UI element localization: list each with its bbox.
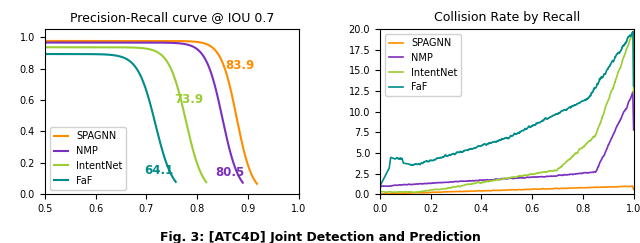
SPAGNN (630, 188, 637, 191)
SPAGNN (253, 182, 261, 185)
NMP (630, 129, 637, 131)
SPAGNN (479, 190, 486, 192)
FaF (140, 81, 147, 84)
IntentNet (579, 146, 586, 149)
FaF (100, 53, 108, 56)
FaF (376, 189, 383, 191)
IntentNet (83, 46, 90, 49)
Line: IntentNet: IntentNet (45, 47, 206, 182)
Line: FaF: FaF (45, 54, 176, 182)
IntentNet (550, 169, 558, 172)
FaF (574, 102, 582, 105)
NMP (157, 41, 165, 44)
IntentNet (148, 49, 156, 52)
IntentNet (574, 151, 582, 154)
Text: 73.9: 73.9 (174, 93, 204, 106)
NMP (629, 90, 637, 93)
Title: Collision Rate by Recall: Collision Rate by Recall (433, 11, 580, 24)
SPAGNN (550, 187, 558, 190)
IntentNet (479, 181, 486, 184)
SPAGNN (402, 192, 410, 195)
FaF (579, 100, 586, 103)
NMP (574, 172, 582, 175)
IntentNet (136, 46, 144, 49)
SPAGNN (579, 186, 586, 189)
IntentNet (629, 31, 637, 34)
IntentNet (41, 46, 49, 49)
IntentNet (70, 46, 77, 49)
SPAGNN (201, 42, 209, 45)
Line: SPAGNN: SPAGNN (45, 41, 257, 184)
Text: Fig. 3: [ATC4D] Joint Detection and Prediction: Fig. 3: [ATC4D] Joint Detection and Pred… (159, 231, 481, 243)
Text: 83.9: 83.9 (225, 59, 255, 71)
SPAGNN (182, 40, 190, 43)
FaF (118, 56, 126, 59)
SPAGNN (574, 186, 582, 189)
SPAGNN (628, 185, 636, 188)
NMP (579, 172, 586, 175)
IntentNet (402, 190, 410, 193)
NMP (550, 175, 558, 178)
Line: NMP: NMP (45, 43, 243, 183)
FaF (550, 114, 558, 117)
NMP (92, 41, 100, 44)
NMP (488, 179, 495, 182)
IntentNet (488, 180, 495, 182)
SPAGNN (488, 189, 495, 192)
Text: 64.1: 64.1 (144, 164, 173, 177)
SPAGNN (166, 40, 173, 43)
NMP (190, 45, 198, 48)
SPAGNN (41, 40, 49, 43)
IntentNet (163, 59, 170, 62)
NMP (239, 181, 246, 184)
Line: NMP: NMP (380, 92, 634, 190)
Title: Precision-Recall curve @ IOU 0.7: Precision-Recall curve @ IOU 0.7 (70, 11, 274, 24)
FaF (479, 144, 486, 147)
Line: SPAGNN: SPAGNN (380, 186, 634, 194)
SPAGNN (137, 40, 145, 43)
Line: FaF: FaF (380, 32, 634, 190)
FaF (630, 84, 637, 87)
SPAGNN (376, 193, 383, 196)
NMP (76, 41, 84, 44)
NMP (376, 189, 383, 192)
NMP (131, 41, 138, 44)
FaF (488, 142, 495, 145)
Line: IntentNet: IntentNet (380, 32, 634, 193)
Legend: SPAGNN, NMP, IntentNet, FaF: SPAGNN, NMP, IntentNet, FaF (385, 34, 461, 96)
FaF (402, 162, 410, 165)
SPAGNN (79, 40, 86, 43)
FaF (75, 52, 83, 55)
IntentNet (202, 181, 210, 184)
FaF (41, 52, 49, 55)
Legend: SPAGNN, NMP, IntentNet, FaF: SPAGNN, NMP, IntentNet, FaF (50, 127, 126, 190)
FaF (64, 52, 72, 55)
IntentNet (114, 46, 122, 49)
IntentNet (630, 91, 637, 94)
NMP (173, 42, 181, 44)
FaF (129, 62, 136, 65)
NMP (479, 179, 486, 182)
IntentNet (376, 191, 383, 194)
NMP (402, 183, 410, 186)
FaF (172, 180, 180, 183)
FaF (629, 30, 637, 33)
Text: 80.5: 80.5 (215, 165, 244, 179)
NMP (41, 41, 49, 44)
SPAGNN (95, 40, 103, 43)
